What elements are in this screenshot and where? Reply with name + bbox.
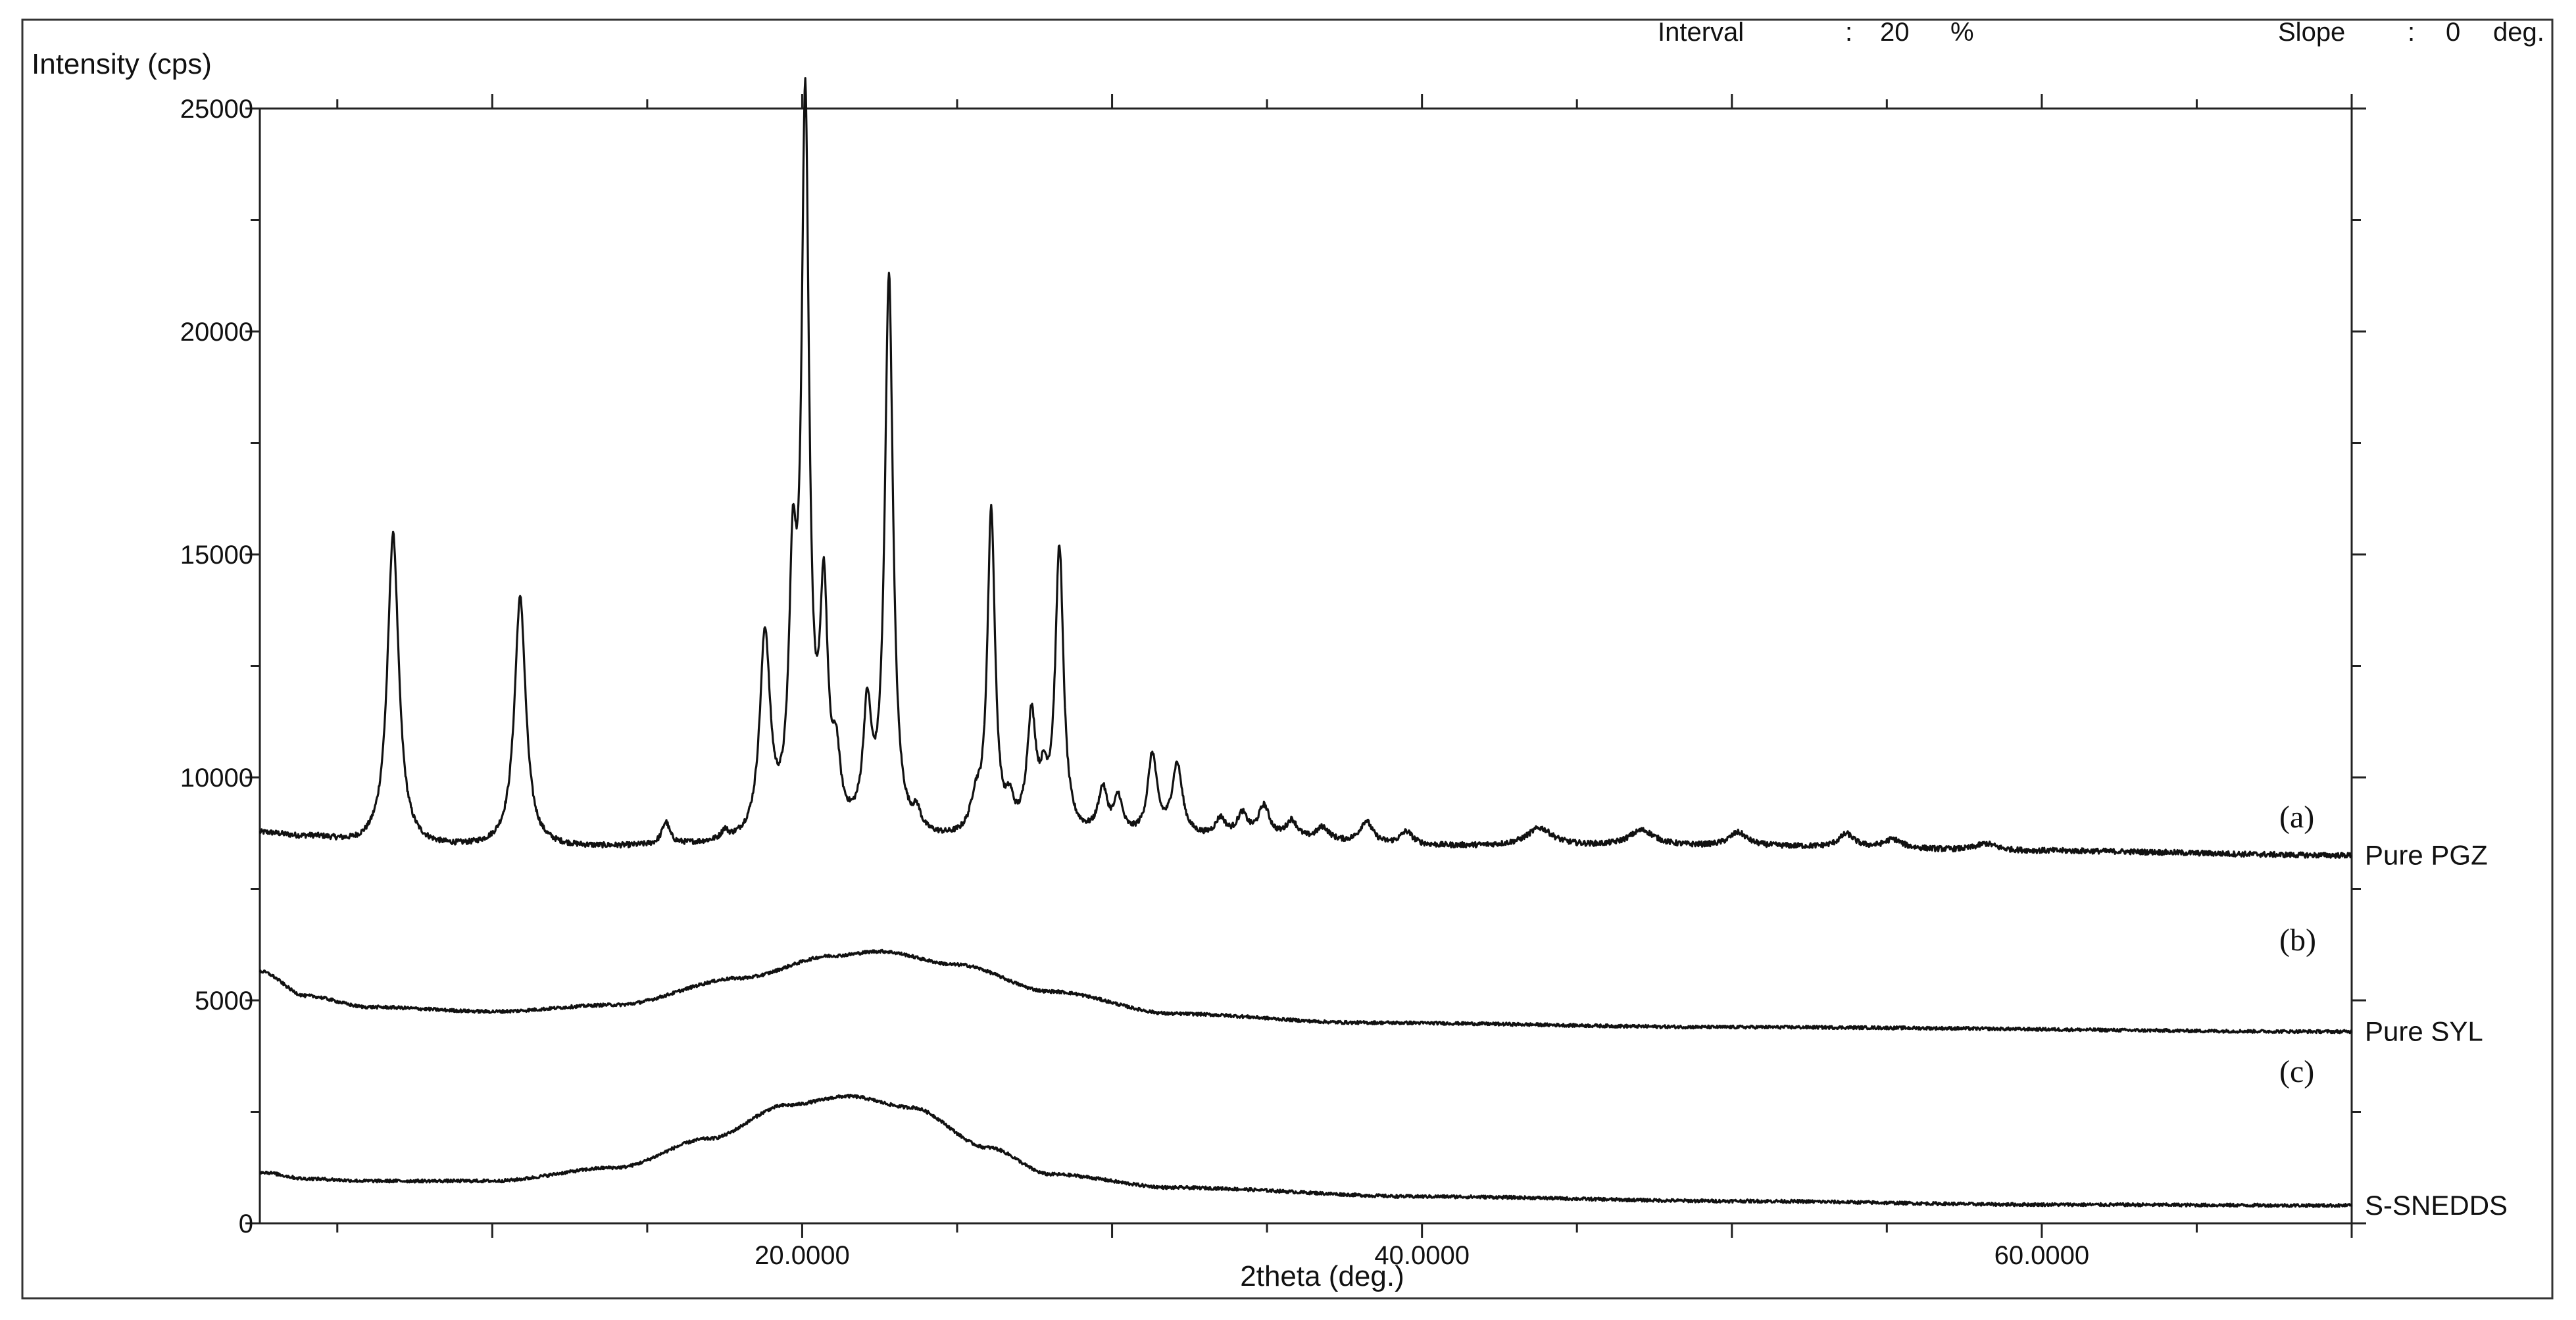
series-line-2 [259,1093,2353,1208]
series-line-1 [259,948,2353,1035]
slope-value: 0 [2446,18,2460,47]
axis-tick-labels: 0 5000 10000 15000 20000 25000 20.0000 40.0000 6… [180,95,2089,1270]
series-letter-label: (c) [2279,1054,2314,1089]
y-tick-label: 25000 [180,95,253,124]
series-name-label: Pure PGZ [2365,840,2488,871]
series-letter-label: (b) [2279,923,2316,958]
interval-unit: % [1950,18,1974,47]
y-tick-label: 20000 [180,318,253,347]
interval-sep: : [1845,18,1852,47]
y-tick-label: 0 [239,1210,253,1238]
x-axis-title: 2theta (deg.) [1240,1260,1404,1292]
x-tick-label: 20.0000 [755,1241,850,1270]
series-name-label: S-SNEDDS [2365,1190,2508,1221]
series-lines [259,77,2353,1208]
slope-sep: : [2408,18,2415,47]
figure-frame [21,18,2554,1300]
slope-label: Slope [2278,18,2345,47]
series-name-label: Pure SYL [2365,1015,2483,1046]
plot-area-frame [259,107,2353,1225]
y-axis-title: Intensity (cps) [32,48,212,80]
axis-ticks [245,94,2366,1238]
series-line-0 [259,77,2353,859]
interval-label: Interval [1658,18,1744,47]
y-tick-label: 15000 [180,541,253,570]
series-labels: Pure PGZ (a) Pure SYL (b) S-SNEDDS (c) [2279,800,2508,1221]
slope-unit: deg. [2493,18,2544,47]
y-tick-label: 5000 [195,987,253,1015]
interval-value: 20 [1880,18,1910,47]
series-letter-label: (a) [2279,800,2314,835]
x-tick-label: 60.0000 [1994,1241,2090,1270]
x-tick-label: 40.0000 [1374,1241,1470,1270]
y-tick-label: 10000 [180,764,253,793]
